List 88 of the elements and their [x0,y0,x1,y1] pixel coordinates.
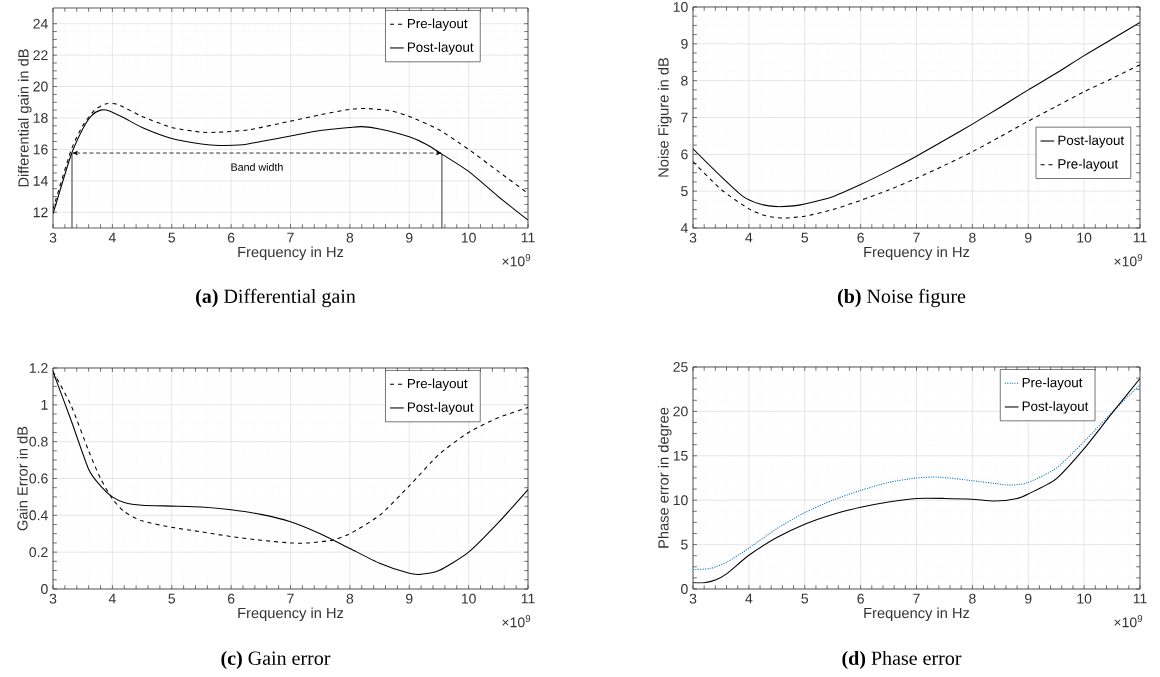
x-axis-title: Frequency in Hz [864,607,970,622]
x-tick-label: 4 [108,593,116,604]
y-tick-label: 9 [681,38,688,49]
y-tick-label: 1.2 [29,363,48,373]
y-tick-label: 15 [673,450,688,461]
y-tick-label: 1 [41,400,48,410]
legend-label: Post-layout [407,42,474,55]
y-tick-label: 5 [681,186,688,197]
text: (d) Phase error [842,650,962,670]
text: ×10$^{9}$ [1114,615,1143,628]
y-tick-label: 22 [33,50,48,61]
x-tick-label: 9 [1025,593,1032,604]
x-tick-label: 4 [745,593,753,604]
y-tick-label: 10 [673,495,688,506]
x-tick-label: 5 [801,232,809,243]
x-tick-label: 6 [857,593,864,604]
y-axis-title: Phase error in degree [657,407,672,548]
y-tick-label: 8 [681,75,688,86]
x-tick-label: 5 [801,593,809,604]
x-tick-label: 8 [969,232,976,243]
legend-label: Post-layout [1022,401,1089,414]
x-tick-label: 3 [49,232,57,243]
y-tick-label: 0.2 [29,547,48,558]
y-tick-label: 0 [41,584,48,594]
legend-label: Post-layout [1058,135,1125,148]
y-tick-label: 7 [681,112,688,123]
legend-label: Pre-layout [1058,158,1119,172]
x-tick-label: 3 [49,593,57,604]
x-axis-title: Frequency in Hz [238,607,344,622]
x-tick-label: 3 [689,593,697,604]
y-tick-label: 20 [33,81,48,92]
text: (c) Gain error [221,650,331,670]
y-tick-label: 16 [33,144,48,155]
y-axis-title: Differential gain in dB [17,49,32,187]
x-tick-label: 6 [227,593,235,604]
y-tick-label: 0.4 [29,510,48,521]
legend-label: Post-layout [407,402,474,415]
x-tick-label: 11 [521,232,535,243]
y-tick-label: 24 [33,18,48,29]
x-tick-label: 11 [1133,593,1147,604]
y-tick-label: 0.6 [29,473,48,484]
x-tick-label: 5 [168,593,176,604]
text: (b) Noise figure [837,288,966,308]
y-tick-label: 6 [681,149,688,160]
x-tick-label: 6 [227,232,235,243]
x-tick-label: 11 [1133,232,1147,243]
y-tick-label: 25 [673,362,688,372]
text: (a) Differential gain [196,288,356,308]
y-axis-title: Noise Figure in dB [657,57,672,177]
y-tick-label: 4 [680,223,688,233]
y-tick-label: 0 [681,584,688,594]
x-tick-label: 11 [521,593,535,604]
x-tick-label: 6 [857,232,864,243]
x-axis-title: Frequency in Hz [864,246,970,261]
x-tick-label: 9 [406,232,413,243]
annotation: Band width [231,163,283,171]
y-tick-label: 20 [673,406,688,417]
text: ×10$^{9}$ [502,615,531,628]
x-tick-label: 4 [745,232,753,243]
x-tick-label: 10 [461,593,476,604]
x-tick-label: 3 [689,232,697,243]
x-tick-label: 5 [168,232,176,243]
x-tick-label: 8 [969,593,976,604]
y-axis-title: Gain Error in dB [16,426,28,531]
legend-label: Pre-layout [407,378,468,391]
x-tick-label: 7 [287,232,294,243]
x-tick-label: 10 [1077,232,1092,243]
x-tick-label: 7 [913,593,920,604]
legend-label: Pre-layout [407,18,468,31]
y-tick-label: 5 [681,539,688,550]
legend-label: Pre-layout [1022,377,1083,390]
y-tick-label: 14 [33,176,48,186]
x-tick-label: 9 [406,593,413,604]
x-tick-label: 10 [1077,593,1092,604]
x-tick-label: 9 [1025,232,1032,243]
x-tick-label: 10 [461,232,476,243]
text: ×10$^{9}$ [1114,254,1143,267]
y-tick-label: 18 [33,113,48,123]
x-tick-label: 7 [913,232,920,243]
x-tick-label: 8 [346,593,354,604]
x-tick-label: 4 [108,232,116,243]
y-tick-label: 12 [33,207,48,218]
x-axis-title: Frequency in Hz [238,246,344,261]
y-tick-label: 10 [673,2,688,12]
text: ×10$^{9}$ [502,254,531,267]
x-tick-label: 7 [287,593,294,604]
y-tick-label: 0.8 [29,436,48,447]
x-tick-label: 8 [346,232,354,243]
